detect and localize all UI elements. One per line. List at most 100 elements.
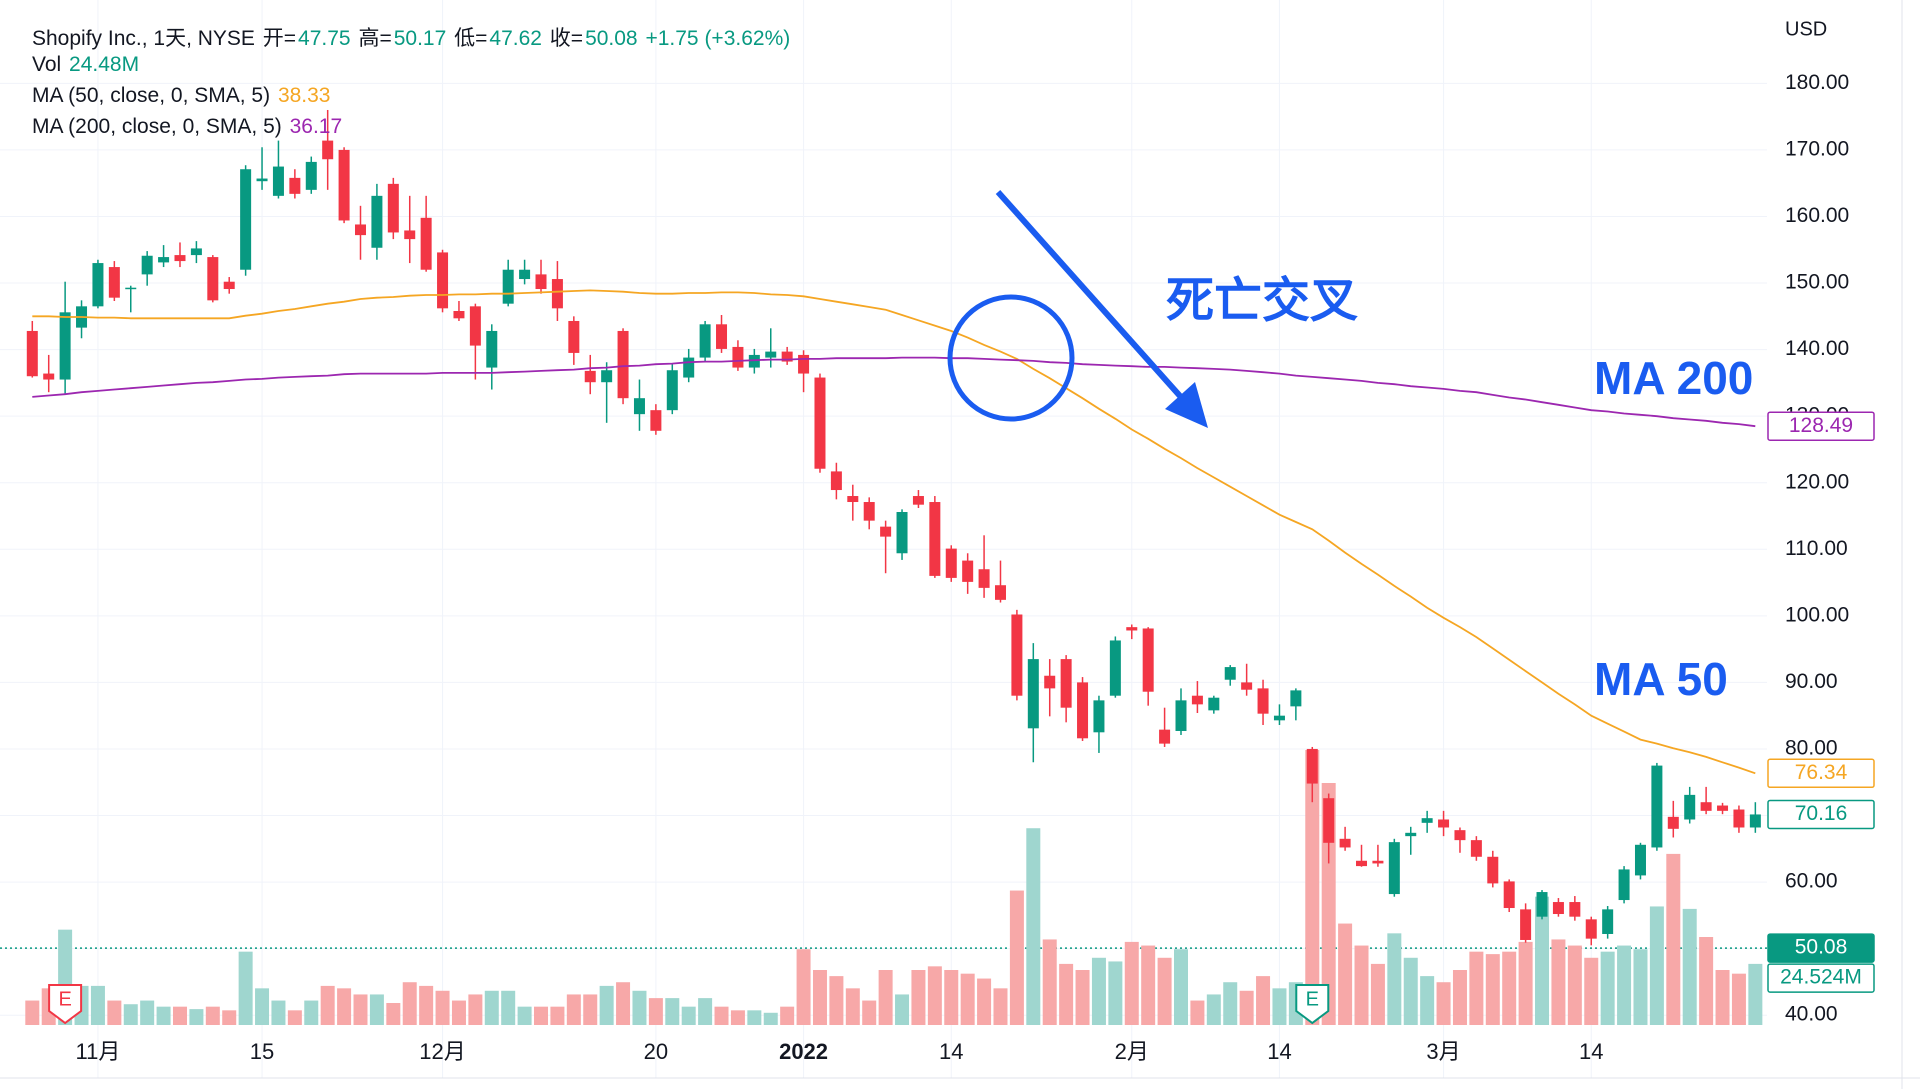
volume-bar [140, 1000, 155, 1025]
candle-body [1405, 832, 1417, 837]
candle-body [1323, 798, 1335, 843]
volume-bar [845, 988, 860, 1025]
candle-body [683, 357, 695, 378]
candle-body [92, 263, 104, 307]
volume-bar [1551, 939, 1566, 1025]
x-tick-label: 20 [644, 1039, 668, 1064]
volume-bar [402, 982, 417, 1025]
y-tick-label: 90.00 [1785, 670, 1838, 693]
candle-body [912, 496, 924, 505]
annotation-layer: 死亡交叉 MA 200 MA 50 E E [48, 190, 1753, 1025]
volume-bar [648, 998, 663, 1025]
legend-value: 36.17 [289, 115, 343, 138]
volume-bar [1731, 973, 1746, 1025]
legend-row: MA (50, close, 0, SMA, 5) 38.33 [32, 84, 333, 108]
candle-body [699, 324, 711, 358]
candle-body [387, 183, 399, 233]
volume-bar [1584, 957, 1599, 1025]
volume-bar [927, 966, 942, 1025]
ma-layer [32, 289, 1756, 775]
candle-body [1044, 675, 1056, 689]
y-tick-label: 80.00 [1785, 736, 1838, 759]
candle-body [1733, 809, 1745, 828]
volume-bar [1026, 828, 1041, 1025]
volume-layer [25, 750, 1763, 1025]
volume-bar [812, 970, 827, 1025]
candle-body [945, 548, 957, 578]
volume-bar [484, 990, 499, 1025]
volume-bar [895, 994, 910, 1025]
volume-bar [255, 988, 270, 1025]
x-tick-label: 14 [1267, 1039, 1291, 1064]
price-tag [1767, 933, 1875, 963]
candle-body [1191, 695, 1203, 705]
candle-body [1224, 667, 1236, 680]
legend-row: MA (200, close, 0, SMA, 5) 36.17 [32, 115, 344, 139]
price-tag [1767, 758, 1875, 789]
volume-bar [1715, 970, 1730, 1025]
legend-row: Shopify Inc., 1天, NYSE 开=47.75 高=50.17 低… [32, 22, 792, 52]
volume-bar [353, 994, 368, 1025]
volume-bar [1223, 982, 1238, 1025]
grid-layer [0, 0, 1767, 1078]
x-tick-label: 2022 [779, 1039, 828, 1064]
volume-bar [681, 1006, 696, 1025]
candle-body [1454, 830, 1466, 841]
volume-bar [993, 988, 1008, 1025]
volume-bar [107, 1000, 122, 1025]
volume-bar [1042, 939, 1057, 1025]
price-tag-label: 50.08 [1795, 936, 1848, 959]
volume-bar [878, 970, 893, 1025]
ohlc-label: 收= [549, 27, 584, 50]
volume-bar [763, 1012, 778, 1025]
volume-bar [730, 1010, 745, 1025]
candle-body [1749, 814, 1761, 828]
candle-body [1257, 688, 1269, 714]
volume-bar [1469, 951, 1484, 1025]
volume-bar [862, 1000, 877, 1025]
volume-bar [1009, 890, 1024, 1025]
price-tag [1767, 411, 1875, 441]
x-tick-label: 14 [1579, 1039, 1603, 1064]
earnings-shield [48, 984, 83, 1025]
candle-body [59, 312, 71, 380]
arrow-head [1165, 382, 1208, 428]
candle-body [1552, 902, 1564, 915]
candle-body [1602, 909, 1614, 934]
volume-bar [156, 1006, 171, 1025]
volume-bar [1502, 951, 1517, 1025]
y-tick-label: 110.00 [1785, 537, 1848, 560]
ohlc-value: 47.75 [298, 27, 351, 50]
candle-body [1520, 909, 1532, 940]
x-tick-label: 11月 [76, 1039, 121, 1064]
volume-bar [1354, 945, 1369, 1025]
earnings-marker: E [48, 984, 83, 1025]
candle-body [1093, 700, 1105, 733]
ohlc-value: 50.08 [585, 27, 638, 50]
ohlc-value: 50.17 [393, 27, 447, 50]
candle-body [716, 324, 728, 349]
volume-bar [599, 985, 614, 1025]
candle-body [207, 257, 219, 301]
candle-body [240, 169, 252, 270]
volume-bar [1699, 937, 1714, 1025]
candle-body [732, 346, 744, 368]
ma-line [32, 356, 1756, 428]
volume-bar [189, 1009, 204, 1025]
volume-bar [172, 1006, 187, 1025]
y-tick-label: 140.00 [1785, 337, 1849, 360]
volume-bar [1600, 951, 1615, 1025]
volume-bar [944, 970, 959, 1025]
volume-bar [747, 1010, 762, 1025]
volume-bar [386, 1003, 401, 1025]
volume-bar [1649, 906, 1664, 1025]
volume-bar [1535, 896, 1550, 1025]
candle-body [272, 166, 284, 196]
x-tick-label: 15 [250, 1039, 274, 1064]
volume-bar [271, 1000, 286, 1025]
volume-bar [1059, 963, 1074, 1025]
candle-body [1290, 690, 1302, 707]
earnings-label: E [1306, 988, 1319, 1010]
candle-body [1175, 700, 1187, 731]
